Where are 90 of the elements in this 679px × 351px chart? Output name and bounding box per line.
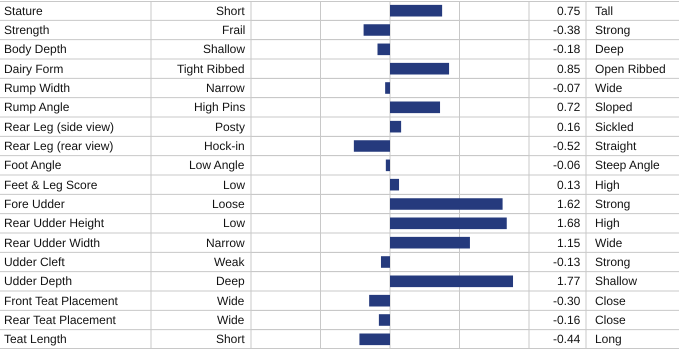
data-label: -0.06 xyxy=(553,158,581,172)
y2-tick-label: Strong xyxy=(595,197,630,211)
data-label: 0.75 xyxy=(557,4,581,18)
bar xyxy=(390,62,450,74)
text: Frail xyxy=(222,23,246,37)
y2-tick-label: Tall xyxy=(595,4,614,18)
y2-tick-label: Strong xyxy=(595,255,630,269)
text: Low xyxy=(223,178,246,192)
data-label: 1.15 xyxy=(557,236,581,250)
y-tick-label: Strength xyxy=(4,23,50,37)
text: Shallow xyxy=(203,42,246,56)
data-label: 1.62 xyxy=(557,197,581,211)
data-label: -0.52 xyxy=(553,139,581,153)
y2-tick-label: Steep Angle xyxy=(595,158,660,172)
text: High Pins xyxy=(194,100,246,114)
text: Loose xyxy=(212,197,246,211)
y-tick-label: Dairy Form xyxy=(4,62,64,76)
text: Tight Ribbed xyxy=(177,62,245,76)
y-tick-label: Foot Angle xyxy=(4,158,62,172)
data-label: 1.77 xyxy=(557,274,581,288)
data-label: 0.85 xyxy=(557,62,581,76)
y-tick-label: Udder Cleft xyxy=(4,255,66,269)
y-tick-label: Udder Depth xyxy=(4,274,72,288)
y2-tick-label: High xyxy=(595,216,620,230)
bar xyxy=(390,198,503,210)
y-tick-label: Rear Udder Height xyxy=(4,216,105,230)
y-tick-label: Front Teat Placement xyxy=(4,294,118,308)
data-label: 1.68 xyxy=(557,216,581,230)
bar xyxy=(390,102,440,114)
bar xyxy=(378,314,390,326)
bar xyxy=(380,256,390,268)
text: Posty xyxy=(215,120,246,134)
data-label: 0.13 xyxy=(557,178,581,192)
y-tick-label: Rump Width xyxy=(4,81,70,95)
bar xyxy=(390,178,400,190)
y2-tick-label: High xyxy=(595,178,620,192)
y-tick-label: Rump Angle xyxy=(4,100,70,114)
data-label: -0.38 xyxy=(553,23,581,37)
y2-tick-label: Strong xyxy=(595,23,630,37)
y2-tick-label: Close xyxy=(595,313,626,327)
text: Short xyxy=(216,4,246,18)
bar xyxy=(354,140,390,152)
y-tick-label: Feet & Leg Score xyxy=(4,178,98,192)
y-tick-label: Stature xyxy=(4,4,44,18)
text: Deep xyxy=(216,274,246,288)
bar xyxy=(385,82,390,94)
bar xyxy=(390,276,514,288)
y-tick-label: Teat Length xyxy=(4,332,67,346)
y2-tick-label: Wide xyxy=(595,81,623,95)
y-tick-label: Rear Teat Placement xyxy=(4,313,117,327)
data-label: 0.72 xyxy=(557,100,581,114)
data-label: -0.44 xyxy=(553,332,581,346)
data-label: -0.16 xyxy=(553,313,581,327)
y-tick-label: Fore Udder xyxy=(4,197,65,211)
y2-tick-label: Deep xyxy=(595,42,624,56)
bar xyxy=(369,294,390,306)
y2-tick-label: Straight xyxy=(595,139,638,153)
y2-tick-label: Long xyxy=(595,332,622,346)
bar xyxy=(386,160,390,172)
bar xyxy=(390,218,507,230)
text: Weak xyxy=(214,255,246,269)
y2-tick-label: Wide xyxy=(595,236,623,250)
y-tick-label: Rear Leg (rear view) xyxy=(4,139,114,153)
bar xyxy=(377,44,390,56)
data-label: 0.16 xyxy=(557,120,581,134)
y2-tick-label: Open Ribbed xyxy=(595,62,666,76)
y2-tick-label: Shallow xyxy=(595,274,638,288)
bar xyxy=(364,24,390,36)
text: Wide xyxy=(217,294,245,308)
y2-tick-label: Sloped xyxy=(595,100,632,114)
y2-tick-label: Close xyxy=(595,294,626,308)
text: Hock-in xyxy=(204,139,245,153)
y-tick-label: Rear Udder Width xyxy=(4,236,100,250)
text: Low Angle xyxy=(189,158,245,172)
text: Narrow xyxy=(206,81,246,95)
text: Low xyxy=(223,216,246,230)
y-tick-label: Body Depth xyxy=(4,42,67,56)
bar xyxy=(359,334,390,346)
bar xyxy=(390,236,470,248)
y2-tick-label: Sickled xyxy=(595,120,634,134)
bar xyxy=(390,120,402,132)
data-label: -0.07 xyxy=(553,81,581,95)
text: Wide xyxy=(217,313,245,327)
data-label: -0.30 xyxy=(553,294,581,308)
text: Short xyxy=(216,332,246,346)
data-label: -0.18 xyxy=(553,42,581,56)
text: Narrow xyxy=(206,236,246,250)
data-label: -0.13 xyxy=(553,255,581,269)
y-tick-label: Rear Leg (side view) xyxy=(4,120,114,134)
bar xyxy=(390,4,442,16)
